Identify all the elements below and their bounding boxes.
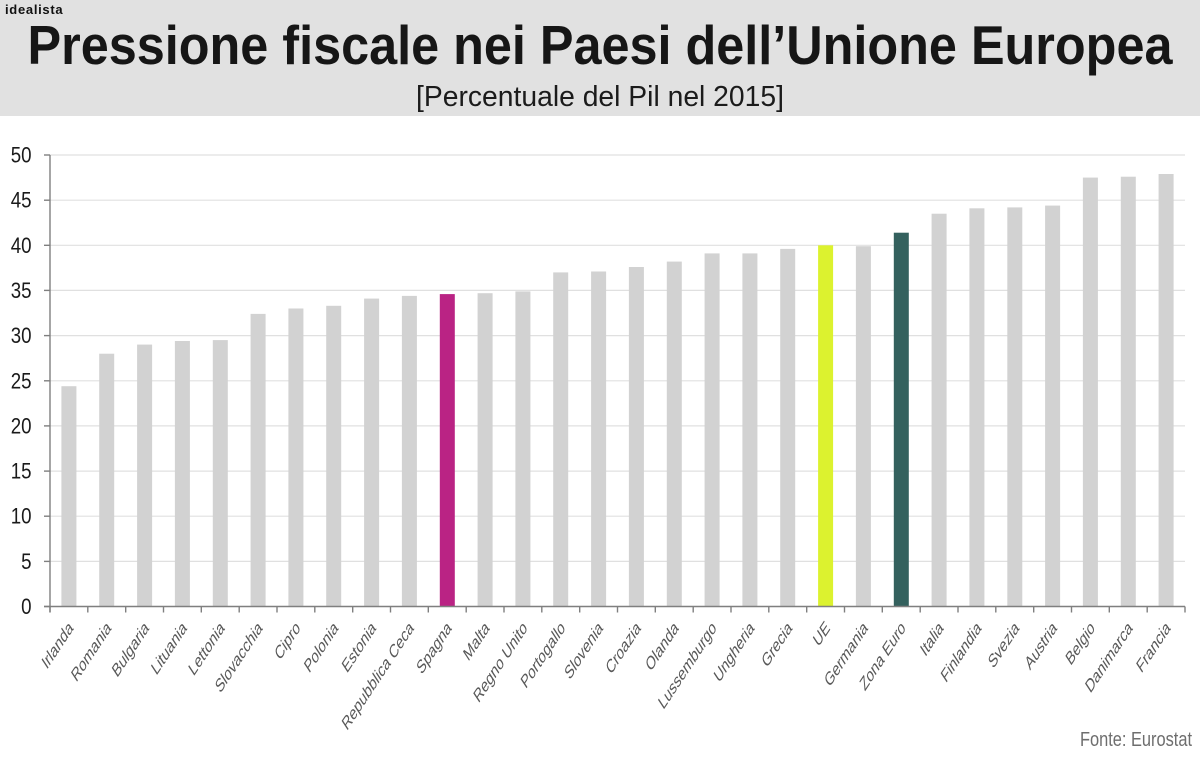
svg-text:Repubblica Ceca: Repubblica Ceca: [339, 617, 416, 734]
svg-text:Croazia: Croazia: [603, 617, 643, 678]
svg-text:Olanda: Olanda: [643, 617, 682, 675]
svg-text:Grecia: Grecia: [759, 617, 795, 672]
svg-text:5: 5: [21, 551, 31, 575]
svg-text:Italia: Italia: [918, 617, 947, 660]
svg-text:10: 10: [11, 505, 32, 529]
svg-text:Svezia: Svezia: [986, 617, 1023, 672]
svg-text:Finlandia: Finlandia: [938, 617, 984, 687]
svg-text:Romania: Romania: [69, 617, 114, 686]
svg-text:35: 35: [11, 280, 32, 304]
svg-text:Austria: Austria: [1022, 617, 1060, 674]
svg-text:40: 40: [11, 234, 32, 258]
svg-text:Belgio: Belgio: [1063, 617, 1098, 669]
svg-text:Spagna: Spagna: [414, 617, 454, 678]
svg-text:UE: UE: [811, 617, 833, 651]
svg-text:Malta: Malta: [461, 617, 493, 665]
svg-text:Bulgaria: Bulgaria: [109, 617, 151, 681]
svg-text:Cipro: Cipro: [272, 617, 303, 664]
svg-text:Irlanda: Irlanda: [39, 617, 76, 673]
svg-text:Slovenia: Slovenia: [562, 617, 606, 684]
svg-text:Polonia: Polonia: [302, 617, 341, 677]
svg-text:20: 20: [11, 415, 32, 439]
svg-text:45: 45: [11, 189, 32, 213]
svg-text:Fonte: Eurostat: Fonte: Eurostat: [1080, 727, 1192, 750]
svg-text:0: 0: [21, 596, 31, 620]
svg-text:Ungheria: Ungheria: [711, 617, 757, 687]
svg-text:Francia: Francia: [1134, 617, 1173, 677]
svg-text:25: 25: [11, 370, 32, 394]
svg-text:50: 50: [11, 144, 32, 168]
svg-text:30: 30: [11, 325, 32, 349]
svg-text:15: 15: [11, 460, 32, 484]
svg-text:Lituania: Lituania: [149, 617, 190, 679]
